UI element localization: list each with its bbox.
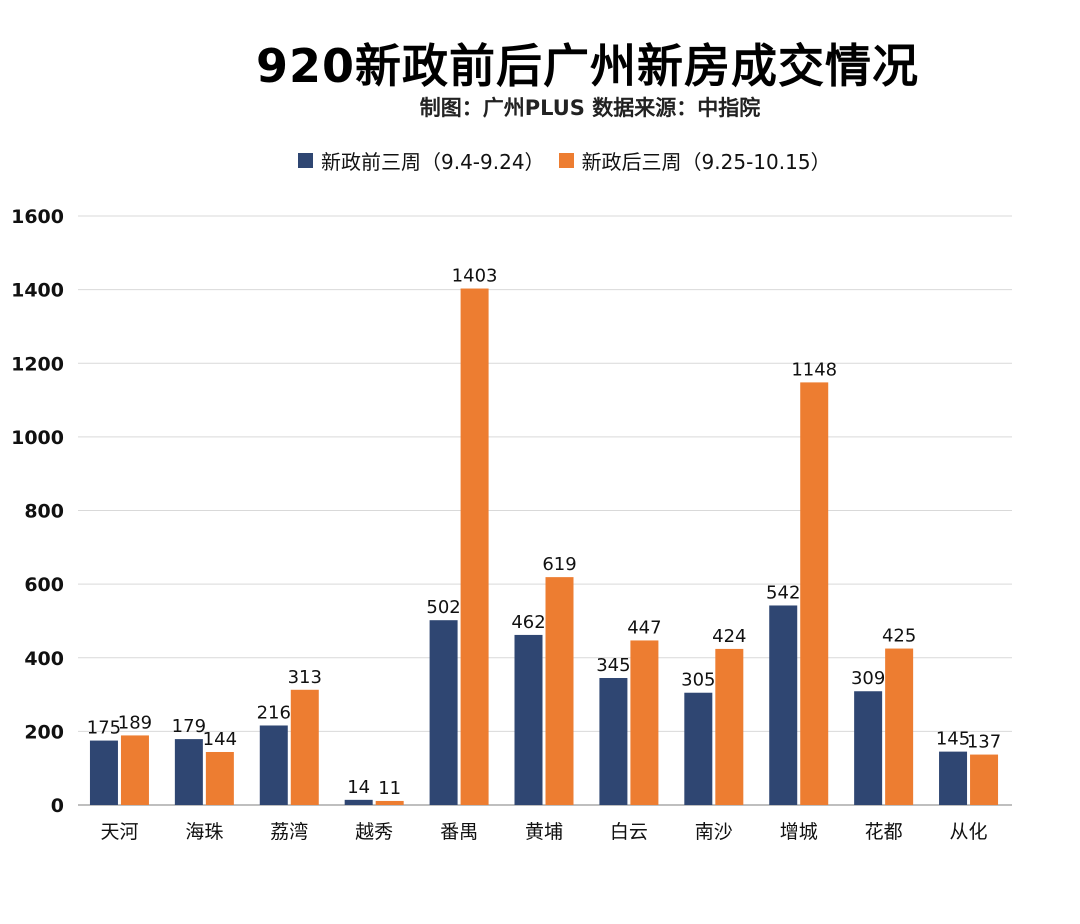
x-tick-label: 荔湾 (270, 821, 308, 843)
bar-before (344, 799, 373, 805)
data-label: 189 (118, 712, 152, 733)
bar-after (970, 754, 999, 805)
y-tick-label: 1000 (11, 427, 64, 449)
legend-label-before: 新政前三周（9.4-9.24） (321, 150, 545, 174)
x-tick-label: 花都 (865, 821, 903, 843)
data-label: 1148 (791, 359, 837, 380)
x-tick-label: 黄埔 (525, 821, 563, 843)
bar-before (599, 677, 628, 805)
x-tick-label: 增城 (780, 821, 818, 843)
data-label: 309 (851, 668, 885, 689)
bar-after (460, 288, 489, 805)
data-label: 175 (87, 718, 121, 739)
chart-subtitle: 制图：广州PLUS 数据来源：中指院 (419, 96, 761, 120)
data-label: 137 (967, 732, 1001, 753)
bar-after (375, 800, 404, 805)
bar-after (545, 577, 574, 805)
x-tick-label: 南沙 (695, 821, 733, 843)
bar-after (205, 751, 234, 805)
bar-before (939, 751, 968, 805)
x-tick-label: 白云 (610, 821, 648, 843)
data-label: 144 (203, 729, 237, 750)
bar-before (514, 634, 543, 805)
bar-after (800, 382, 829, 805)
bar-before (854, 691, 883, 805)
legend-swatch-before (298, 153, 313, 168)
bar-before (259, 725, 288, 805)
y-tick-label: 200 (24, 721, 64, 743)
data-label: 424 (712, 626, 746, 647)
data-label: 216 (257, 702, 291, 723)
legend-label-after: 新政后三周（9.25-10.15） (581, 150, 831, 174)
data-label: 447 (627, 617, 661, 638)
data-label: 313 (288, 667, 322, 688)
x-tick-label: 从化 (950, 821, 988, 843)
bar-after (715, 648, 744, 805)
data-label: 179 (172, 716, 206, 737)
data-label: 11 (378, 778, 401, 799)
y-tick-label: 0 (51, 795, 64, 817)
data-label: 542 (766, 582, 800, 603)
bar-before (684, 692, 713, 805)
bar-before (174, 739, 203, 805)
data-label: 14 (347, 777, 370, 798)
data-label: 425 (882, 626, 916, 647)
bar-before (769, 605, 798, 805)
data-label: 305 (681, 670, 715, 691)
bar-before (89, 740, 118, 805)
bar-after (290, 689, 319, 805)
bar-after (885, 648, 914, 805)
legend-swatch-after (558, 153, 574, 168)
data-label: 1403 (452, 266, 498, 287)
y-tick-label: 800 (24, 501, 64, 523)
data-label: 619 (542, 554, 576, 575)
bar-after (120, 735, 149, 805)
legend-item-before: 新政前三周（9.4-9.24） (298, 146, 545, 175)
bar-before (429, 620, 458, 805)
data-label: 145 (936, 729, 970, 750)
data-label: 462 (511, 612, 545, 633)
y-tick-label: 600 (24, 574, 64, 596)
x-tick-label: 番禺 (440, 821, 478, 843)
x-tick-label: 天河 (100, 821, 138, 843)
data-label: 502 (426, 597, 460, 618)
x-tick-label: 越秀 (355, 821, 393, 843)
legend: 新政前三周（9.4-9.24） 新政后三周（9.25-10.15） (298, 146, 831, 175)
legend-item-after: 新政后三周（9.25-10.15） (558, 146, 831, 175)
data-label: 345 (596, 655, 630, 676)
y-tick-label: 1400 (11, 280, 64, 302)
bar-after (630, 640, 659, 805)
y-tick-label: 400 (24, 648, 64, 670)
y-tick-label: 1200 (11, 353, 64, 375)
chart-title: 920新政前后广州新房成交情况 (255, 39, 920, 93)
x-tick-label: 海珠 (185, 821, 223, 843)
y-tick-label: 1600 (11, 206, 64, 228)
